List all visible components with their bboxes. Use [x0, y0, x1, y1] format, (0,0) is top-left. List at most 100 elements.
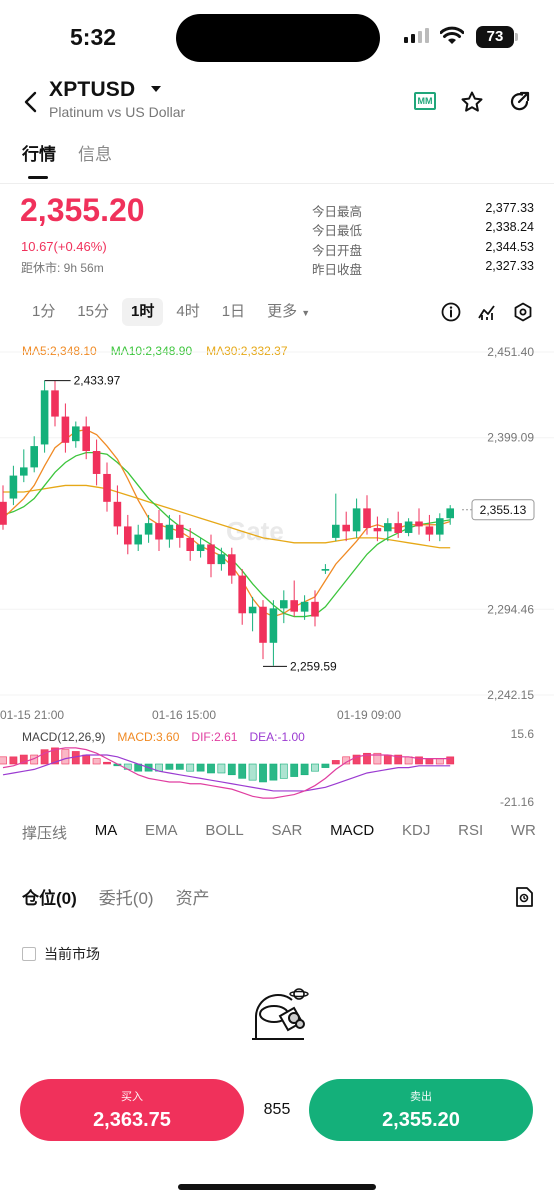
indicator-tab-rsi[interactable]: RSI	[458, 822, 484, 839]
macd-histogram-bar	[435, 758, 444, 765]
candle-body	[103, 473, 111, 502]
macd-histogram-bar	[207, 763, 215, 774]
candle-body	[342, 524, 350, 532]
ma-legend: MA5:2,348.10 MA10:2,348.90 MA30:2,332.37	[22, 344, 288, 358]
macd-histogram-bar	[9, 756, 18, 765]
indicator-tab-support[interactable]: 撑压线	[22, 825, 68, 842]
macd-histogram-bar	[415, 756, 423, 765]
indicator-icon[interactable]	[477, 302, 497, 322]
dif-value: DIF:2.61	[191, 730, 238, 744]
interval-more[interactable]: 更多 ▼	[258, 298, 319, 326]
macd-histogram-bar	[196, 763, 205, 772]
tab-info[interactable]: 信息	[78, 145, 112, 164]
buy-label: 买入	[121, 1091, 143, 1103]
indicator-tab-ema[interactable]: EMA	[145, 822, 178, 839]
candle-body	[259, 606, 267, 643]
indicator-tab-boll[interactable]: BOLL	[205, 822, 244, 839]
macd-histogram-bar	[51, 747, 59, 765]
current-market-checkbox[interactable]	[22, 947, 36, 961]
macd-histogram-bar	[311, 763, 319, 772]
macd-histogram-bar	[352, 754, 361, 765]
sell-price: 2,355.20	[382, 1109, 460, 1131]
interval-1m[interactable]: 1分	[32, 303, 56, 320]
macd-histogram-bar	[446, 756, 455, 765]
back-icon[interactable]	[20, 90, 42, 114]
candle-body	[92, 451, 101, 474]
last-price: 2,355.20	[20, 192, 145, 228]
buy-price: 2,363.75	[93, 1109, 171, 1131]
sell-button[interactable]: 卖出 2,355.20	[309, 1079, 533, 1141]
candle-body	[82, 426, 90, 452]
indicator-tab-kdj[interactable]: KDJ	[402, 822, 431, 839]
candle-body	[248, 606, 257, 614]
instrument-header: XPTUSD Platinum vs US Dollar MM	[0, 74, 554, 134]
macd-params: MACD(12,26,9)	[22, 730, 106, 744]
candle-body	[228, 554, 236, 576]
candle-body	[352, 508, 361, 532]
interval-1h[interactable]: 1时	[122, 298, 164, 326]
interval-4h[interactable]: 4时	[176, 303, 200, 320]
share-icon[interactable]	[508, 90, 532, 114]
candle-body	[436, 518, 444, 535]
caret-down-icon: ▼	[301, 308, 311, 318]
symbol-title[interactable]: XPTUSD	[49, 78, 136, 101]
candle-body	[176, 524, 184, 538]
stat-value: 2,327.33	[485, 258, 534, 273]
candle-body	[30, 446, 38, 468]
star-icon[interactable]	[460, 90, 484, 114]
tab-market[interactable]: 行情	[22, 140, 56, 179]
chart-settings-icon[interactable]	[513, 302, 533, 322]
stat-prev-close: 昨日收盘 2,327.33	[312, 259, 534, 278]
candle-body	[217, 554, 226, 565]
status-bar: 5:32 73	[0, 0, 554, 74]
macd-legend: MACD(12,26,9) MACD:3.60 DIF:2.61 DEA:-1.…	[22, 730, 305, 744]
interval-1d[interactable]: 1日	[221, 303, 246, 320]
ma10-line	[2, 451, 451, 618]
buy-button[interactable]: 买入 2,363.75	[20, 1079, 244, 1141]
report-icon[interactable]	[514, 886, 534, 908]
price-axis-label: 2,451.40	[487, 345, 534, 359]
macd-histogram-bar	[331, 760, 340, 765]
indicator-tab-sar[interactable]: SAR	[271, 822, 303, 839]
candle-body	[394, 523, 402, 533]
macd-axis-min: -21.16	[500, 795, 534, 809]
candle-body	[404, 521, 413, 533]
macd-histogram-bar	[394, 754, 403, 765]
candle-body	[113, 501, 122, 527]
dea-value: DEA:-1.00	[249, 730, 305, 744]
candle-body	[446, 508, 454, 519]
dynamic-island	[176, 14, 380, 62]
candle-body	[186, 537, 194, 551]
ma30-legend: MA30:2,332.37	[206, 344, 288, 358]
info-icon[interactable]	[441, 302, 461, 322]
divider	[0, 183, 554, 184]
tab-assets[interactable]: 资产	[175, 889, 210, 908]
interval-15m[interactable]: 15分	[77, 303, 110, 320]
time-axis-label: 01-19 09:00	[337, 708, 401, 722]
stat-open: 今日开盘 2,344.53	[312, 240, 534, 259]
candle-body	[269, 608, 278, 643]
ma30-line	[3, 484, 451, 549]
tab-positions[interactable]: 仓位(0)	[22, 889, 77, 908]
indicator-tab-wr[interactable]: WR	[510, 822, 536, 839]
indicator-tab-ma[interactable]: MA	[94, 822, 118, 839]
candle-body	[384, 523, 392, 532]
macd-histogram-bar	[238, 763, 247, 779]
macd-histogram-bar	[92, 758, 101, 765]
caret-down-icon[interactable]	[150, 85, 162, 93]
price-chart[interactable]: Gate 2,451.40 2,399.09 2,294.46 2,242.15 2,3…	[0, 340, 554, 820]
last-price-box	[471, 499, 535, 521]
macd-histogram-bar	[186, 763, 195, 772]
mm-icon[interactable]: MM	[414, 92, 436, 110]
candle-body	[363, 508, 371, 529]
tab-orders[interactable]: 委托(0)	[98, 889, 154, 908]
macd-histogram-bar	[217, 763, 226, 774]
spread-value: 855	[263, 1101, 291, 1118]
interval-selector: 1分 15分 1时 4时 1日 更多 ▼	[22, 298, 323, 326]
candle-body	[61, 416, 70, 443]
current-market-filter[interactable]: 当前市场	[22, 944, 100, 964]
macd-histogram-bar	[82, 754, 91, 765]
macd-histogram-bar	[175, 763, 184, 770]
status-time: 5:32	[70, 24, 117, 50]
indicator-tab-macd[interactable]: MACD	[330, 822, 375, 839]
